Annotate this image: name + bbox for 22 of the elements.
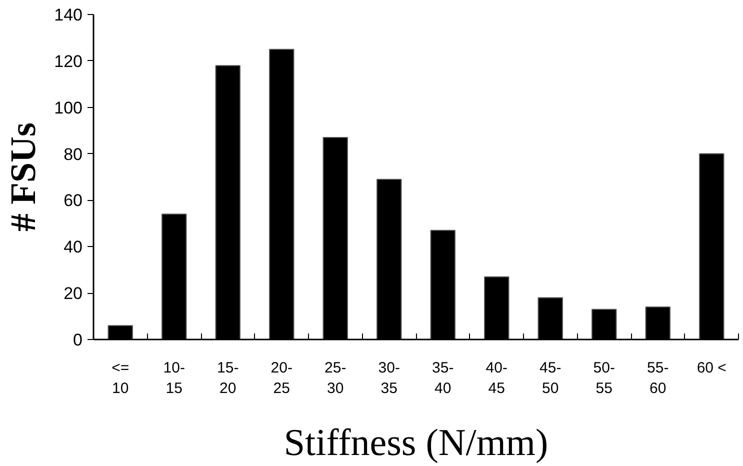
x-tick-label: 60 < <box>696 360 727 376</box>
y-tick-label: 100 <box>54 98 83 118</box>
y-tick-label: 80 <box>64 144 83 164</box>
y-tick-label: 20 <box>64 284 83 304</box>
x-tick-label: 15- 20 <box>217 360 239 397</box>
x-tick-label: 50- 55 <box>593 360 615 397</box>
x-tick-label: 35- 40 <box>432 360 454 397</box>
y-tick-label: 0 <box>73 330 83 350</box>
x-tick-label: 55- 60 <box>647 360 669 397</box>
y-tick-label: 60 <box>64 191 83 210</box>
x-tick-label: 10- 15 <box>163 360 185 397</box>
y-tick-label: 120 <box>54 52 83 71</box>
x-axis-title: Stiffness (N/mm) <box>284 422 548 464</box>
y-tick-label: 140 <box>54 6 83 24</box>
x-tick-label: 40- 45 <box>486 360 508 397</box>
x-tick-label: <= 10 <box>112 360 130 397</box>
y-tick-label: 40 <box>64 238 83 257</box>
x-tick-label: 45- 50 <box>540 360 562 397</box>
y-axis-title: # FSUs <box>3 122 44 232</box>
x-tick-label: 25- 30 <box>324 360 346 397</box>
x-tick-label: 30- 35 <box>378 360 400 397</box>
x-tick-label: 20- 25 <box>270 360 292 397</box>
